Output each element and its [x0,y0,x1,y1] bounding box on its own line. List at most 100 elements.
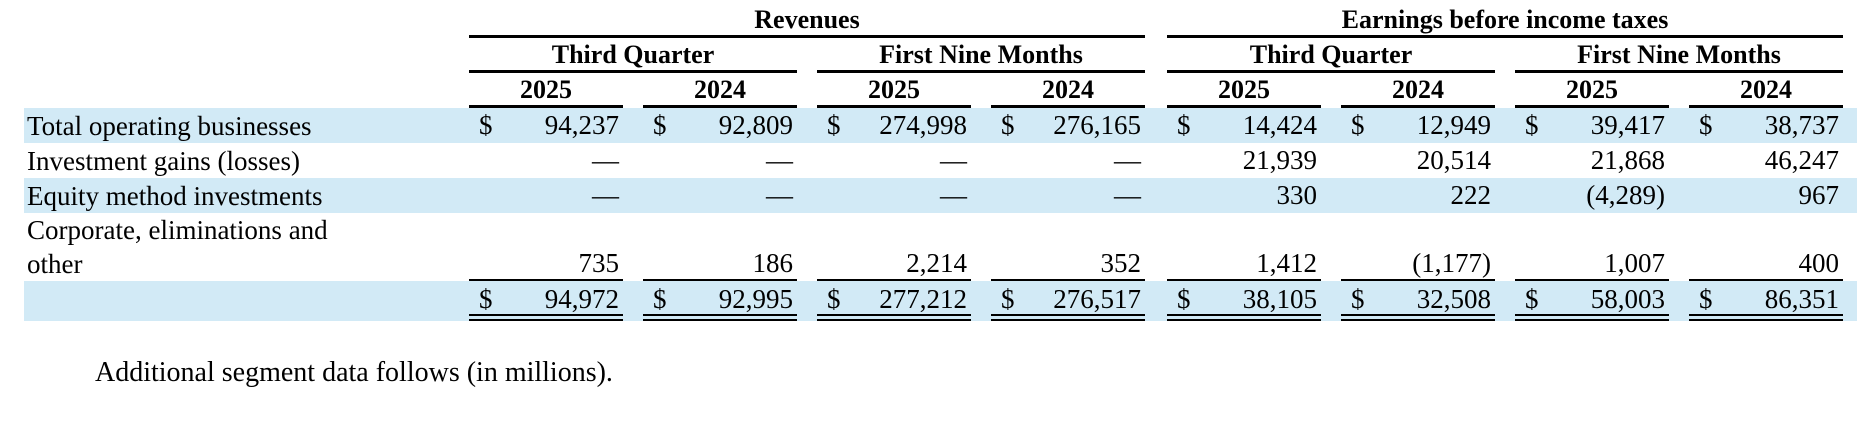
cell-rev-q3-2025: $94,237 [469,108,623,143]
cell-value: 1,412 [1256,248,1317,278]
cell-rev-q3-2024: — [643,143,797,178]
cell-rev-9m-2025: — [817,143,971,178]
cell-value: 46,247 [1764,145,1839,175]
cell-value: 400 [1798,248,1840,278]
dollar-sign: $ [1001,284,1015,314]
cell-rev-9m-2025: $274,998 [817,108,971,143]
dollar-sign: $ [479,110,493,140]
cell-value: — [766,180,793,210]
dollar-sign: $ [1699,284,1713,314]
cell-ebt-9m-2024-total: $86,351 [1689,281,1843,321]
cell-value: 222 [1450,180,1492,210]
cell-ebt-q3-2025-total: $38,105 [1167,281,1321,321]
dollar-sign: $ [1525,284,1539,314]
cell-ebt-9m-2024: 46,247 [1689,143,1843,178]
cell-rev-9m-2024-total: $276,517 [991,281,1145,321]
row-label: Corporate, eliminations and other [27,215,328,279]
header-revenues: Revenues [469,6,1145,38]
cell-ebt-q3-2025: 21,939 [1167,143,1321,178]
cell-value: 12,949 [1416,110,1491,140]
cell-value: 38,737 [1764,110,1839,140]
cell-rev-9m-2024: $276,165 [991,108,1145,143]
cell-value: 20,514 [1416,145,1491,175]
cell-ebt-q3-2024-total: $32,508 [1341,281,1495,321]
table-row-total-operating-businesses: Total operating businesses $94,237 $92,8… [24,108,1857,143]
cell-value: 86,351 [1764,284,1839,314]
cell-value: — [1114,145,1141,175]
cell-value: 94,972 [544,284,619,314]
row-label: Total operating businesses [27,110,312,141]
cell-ebt-q3-2024: (1,177) [1341,246,1495,281]
cell-rev-9m-2025: 2,214 [817,246,971,281]
dollar-sign: $ [827,284,841,314]
cell-rev-9m-2024: — [991,178,1145,213]
cell-value: 277,212 [879,284,967,314]
cell-ebt-9m-2025: 1,007 [1515,246,1669,281]
dollar-sign: $ [653,284,667,314]
cell-value: 94,237 [544,110,619,140]
header-revenues-first-nine-months: First Nine Months [817,41,1145,73]
cell-rev-9m-2025: — [817,178,971,213]
cell-rev-9m-2024: — [991,143,1145,178]
year-column-header: 2024 [991,76,1145,108]
cell-value: 2,214 [906,248,967,278]
cell-value: 92,995 [718,284,793,314]
table-row-equity-method-investments: Equity method investments — — — — 330 22… [24,178,1857,213]
cell-ebt-9m-2024: 400 [1689,246,1843,281]
cell-value: (1,177) [1412,248,1491,278]
dollar-sign: $ [1351,284,1365,314]
row-label: Investment gains (losses) [27,145,300,176]
cell-ebt-q3-2024: 20,514 [1341,143,1495,178]
dollar-sign: $ [1001,110,1015,140]
cell-ebt-9m-2025: 21,868 [1515,143,1669,178]
dollar-sign: $ [479,284,493,314]
dollar-sign: $ [653,110,667,140]
dollar-sign: $ [1699,110,1713,140]
cell-rev-q3-2024: 186 [643,246,797,281]
table-row-corporate-eliminations-and-other: Corporate, eliminations and other 735 18… [24,213,1857,281]
cell-value: — [592,180,619,210]
header-ebt-third-quarter: Third Quarter [1167,41,1495,73]
cell-value: 92,809 [718,110,793,140]
cell-rev-q3-2025: — [469,143,623,178]
cell-value: 39,417 [1590,110,1665,140]
cell-value: 276,517 [1053,284,1141,314]
cell-value: 352 [1100,248,1142,278]
year-column-header: 2025 [1515,76,1669,108]
cell-value: 186 [752,248,794,278]
year-column-header: 2024 [643,76,797,108]
cell-value: 274,998 [879,110,967,140]
cell-value: 735 [578,248,620,278]
cell-value: 1,007 [1604,248,1665,278]
year-column-header: 2025 [817,76,971,108]
year-column-header: 2025 [1167,76,1321,108]
cell-ebt-9m-2025-total: $58,003 [1515,281,1669,321]
cell-value: — [592,145,619,175]
dollar-sign: $ [1351,110,1365,140]
cell-ebt-q3-2025: 1,412 [1167,246,1321,281]
header-revenues-third-quarter: Third Quarter [469,41,797,73]
header-earnings-before-income-taxes: Earnings before income taxes [1167,6,1843,38]
cell-ebt-q3-2025: $14,424 [1167,108,1321,143]
dollar-sign: $ [1525,110,1539,140]
cell-value: 58,003 [1590,284,1665,314]
cell-value: — [766,145,793,175]
year-column-header: 2025 [469,76,623,108]
cell-value: 967 [1798,180,1840,210]
cell-value: — [940,180,967,210]
row-label: Equity method investments [27,180,323,211]
cell-rev-q3-2025-total: $94,972 [469,281,623,321]
cell-ebt-9m-2025: (4,289) [1515,178,1669,213]
cell-value: 14,424 [1242,110,1317,140]
cell-rev-q3-2024-total: $92,995 [643,281,797,321]
cell-ebt-q3-2025: 330 [1167,178,1321,213]
cell-value: 330 [1276,180,1318,210]
cell-ebt-9m-2025: $39,417 [1515,108,1669,143]
cell-value: 38,105 [1242,284,1317,314]
cell-rev-q3-2025: 735 [469,246,623,281]
cell-ebt-9m-2024: 967 [1689,178,1843,213]
year-column-header: 2024 [1341,76,1495,108]
table-header-groups: Revenues Earnings before income taxes [24,6,1857,41]
table-row-investment-gains-losses: Investment gains (losses) — — — — 21,939… [24,143,1857,178]
cell-ebt-q3-2024: 222 [1341,178,1495,213]
